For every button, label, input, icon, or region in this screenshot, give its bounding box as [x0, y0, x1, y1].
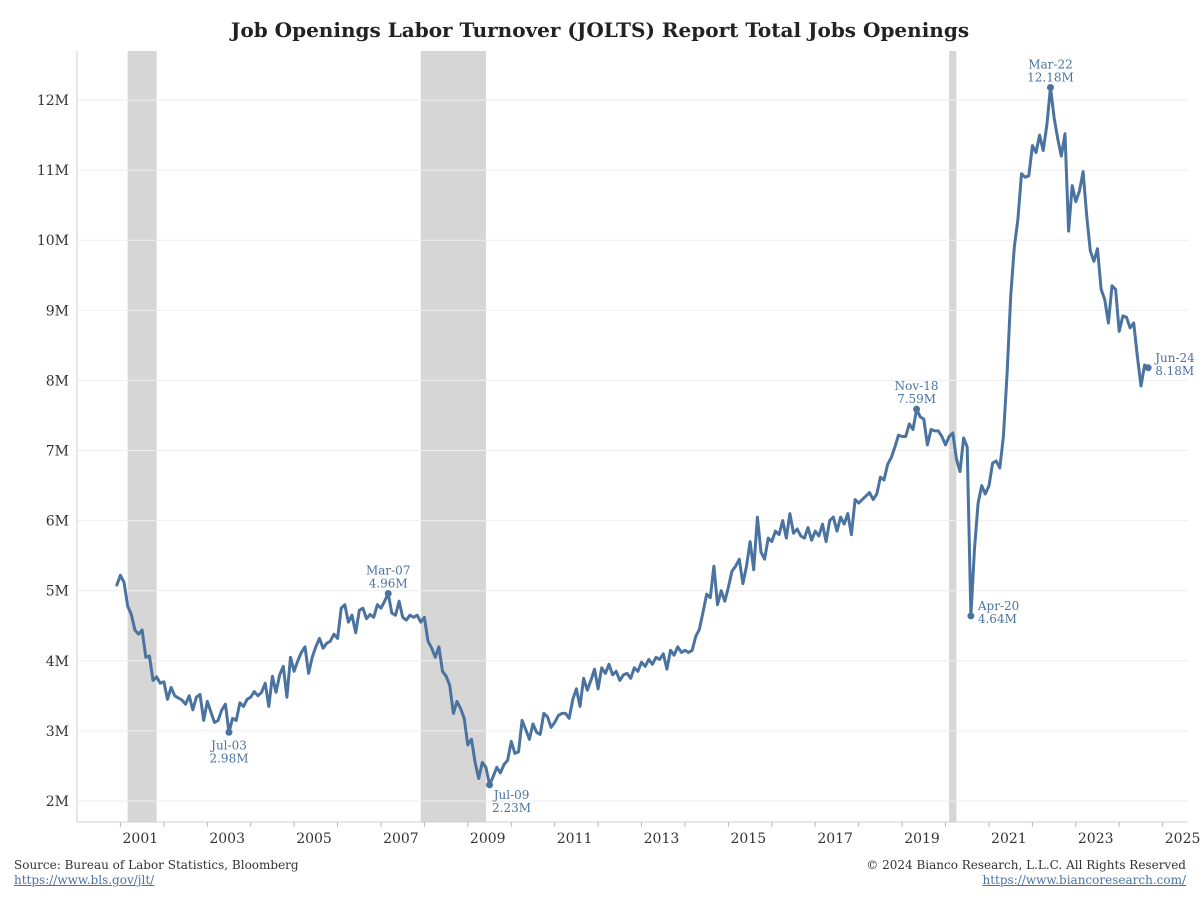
- x-tick-label: 2007: [383, 831, 419, 847]
- annotation-date: Mar-22: [1028, 57, 1073, 71]
- annotation-value: 4.64M: [978, 612, 1017, 626]
- annotation-value: 2.23M: [492, 801, 531, 815]
- copyright-text: © 2024 Bianco Research, L.L.C. All Right…: [866, 858, 1186, 872]
- x-tick-label: 2017: [817, 831, 853, 847]
- x-tick-label: 2009: [470, 831, 506, 847]
- recession-band-1: [420, 51, 486, 822]
- y-tick-label: 5M: [46, 584, 69, 600]
- annotation-value: 4.96M: [369, 577, 408, 591]
- y-tick-label: 2M: [46, 794, 69, 810]
- annotation-date: Mar-07: [366, 564, 411, 578]
- x-tick-label: 2003: [209, 831, 245, 847]
- x-tick-label: 2015: [730, 831, 766, 847]
- recession-band-0: [127, 51, 157, 822]
- chart-title: Job Openings Labor Turnover (JOLTS) Repo…: [229, 18, 969, 42]
- x-tick-label: 2023: [1078, 831, 1114, 847]
- annotation-marker: [1144, 364, 1152, 372]
- annotation-marker: [1046, 83, 1054, 91]
- y-tick-label: 12M: [37, 93, 69, 109]
- annotation-marker: [486, 781, 494, 789]
- y-tick-label: 9M: [46, 303, 69, 319]
- y-tick-label: 7M: [46, 444, 69, 460]
- y-tick-label: 11M: [37, 163, 69, 179]
- source-link[interactable]: https://www.bls.gov/jlt/: [14, 873, 155, 887]
- series-layer: [115, 85, 1150, 787]
- annotation-date: Jul-03: [209, 738, 247, 752]
- annotation-value: 8.18M: [1155, 364, 1194, 378]
- y-tick-label: 3M: [46, 724, 69, 740]
- annotations: Jul-032.98M Mar-074.96M Jul-092.23M Nov-187…: [209, 57, 1195, 814]
- gridlines: [77, 99, 1188, 802]
- axes: [76, 51, 1188, 823]
- x-tick-label: 2025: [1165, 831, 1200, 847]
- site-link[interactable]: https://www.biancoresearch.com/: [982, 873, 1186, 887]
- annotation-marker: [967, 612, 975, 620]
- annotation-value: 2.98M: [209, 751, 248, 765]
- y-axis-ticks: 2M 3M 4M 5M 6M 7M 8M 9M 10M 11M 12M: [37, 93, 69, 810]
- annotation-date: Jul-09: [492, 788, 530, 802]
- annotation-value: 7.59M: [897, 392, 936, 406]
- x-tick-label: 2021: [991, 831, 1027, 847]
- source-text: Source: Bureau of Labor Statistics, Bloo…: [14, 858, 299, 872]
- y-tick-label: 6M: [46, 514, 69, 530]
- x-tick-label: 2001: [123, 831, 159, 847]
- footer-source: Source: Bureau of Labor Statistics, Bloo…: [14, 858, 299, 888]
- y-tick-label: 8M: [46, 373, 69, 389]
- annotation-value: 12.18M: [1027, 70, 1074, 84]
- series-line-0: [115, 85, 1150, 787]
- y-tick-label: 10M: [37, 233, 69, 249]
- annotation-marker: [384, 590, 392, 598]
- x-tick-label: 2013: [644, 831, 680, 847]
- annotation-marker: [913, 405, 921, 413]
- x-tick-label: 2019: [904, 831, 940, 847]
- annotation-marker: [225, 728, 233, 736]
- annotation-date: Jun-24: [1153, 351, 1195, 365]
- annotation-date: Nov-18: [895, 379, 939, 393]
- recession-bands: [127, 51, 957, 822]
- y-tick-label: 4M: [46, 654, 69, 670]
- x-tick-label: 2005: [296, 831, 332, 847]
- annotation-date: Apr-20: [977, 599, 1019, 613]
- footer-copyright: © 2024 Bianco Research, L.L.C. All Right…: [866, 858, 1186, 888]
- x-tick-label: 2011: [557, 831, 593, 847]
- x-axis-ticks: 2001 2003 2005 2007 2009 2011 2013 2015 2017 2019…: [119, 822, 1200, 847]
